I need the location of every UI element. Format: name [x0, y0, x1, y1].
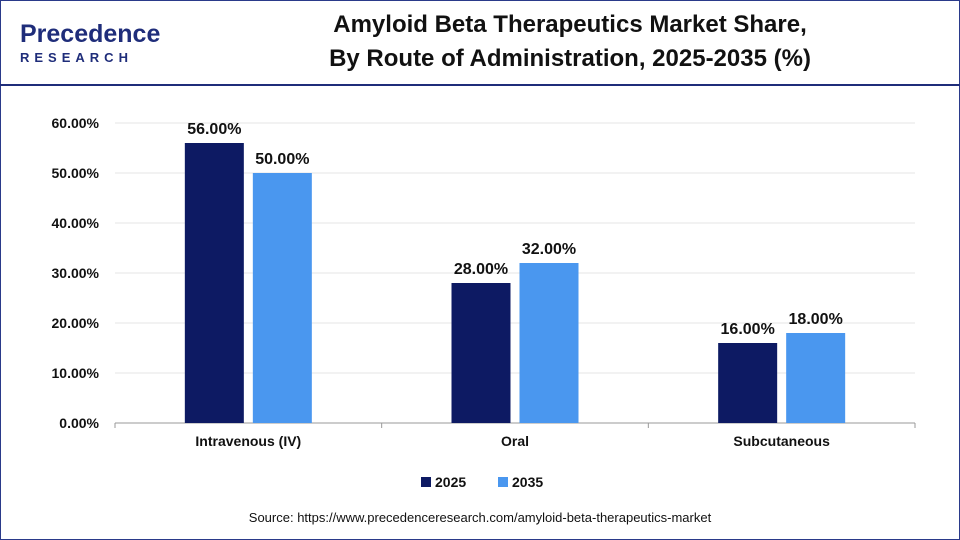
legend-label: 2035	[512, 474, 543, 490]
bar	[252, 173, 312, 423]
y-tick-label: 40.00%	[52, 215, 100, 231]
y-tick-label: 30.00%	[52, 265, 100, 281]
y-tick-label: 0.00%	[59, 415, 99, 431]
chart-title-line-2: By Route of Administration, 2025-2035 (%…	[329, 45, 811, 72]
data-label: 18.00%	[789, 311, 843, 328]
y-tick-label: 20.00%	[52, 315, 100, 331]
legend-label: 2025	[435, 474, 466, 490]
y-tick-label: 10.00%	[52, 365, 100, 381]
chart-title: Amyloid Beta Therapeutics Market Share, …	[250, 8, 890, 76]
bar	[786, 333, 846, 423]
data-label: 50.00%	[255, 151, 309, 168]
source-note: Source: https://www.precedenceresearch.c…	[248, 510, 712, 525]
header: Precedence RESEARCH Amyloid Beta Therape…	[0, 0, 960, 84]
data-label: 16.00%	[721, 321, 775, 338]
header-divider	[0, 84, 960, 86]
logo-wordmark: Precedence	[20, 20, 161, 48]
category-label: Subcutaneous	[733, 433, 830, 449]
bar	[519, 263, 579, 423]
bar	[184, 143, 244, 423]
category-label: Oral	[501, 433, 529, 449]
legend-swatch	[421, 477, 431, 487]
data-label: 32.00%	[522, 241, 576, 258]
bar	[451, 283, 511, 423]
category-label: Intravenous (IV)	[195, 433, 301, 449]
chart-title-line-1: Amyloid Beta Therapeutics Market Share,	[333, 11, 807, 38]
data-label: 56.00%	[187, 121, 241, 138]
logo-subtitle: RESEARCH	[20, 50, 133, 65]
bar	[718, 343, 778, 423]
data-label: 28.00%	[454, 261, 508, 278]
y-tick-label: 60.00%	[52, 115, 100, 131]
legend-swatch	[498, 477, 508, 487]
y-tick-label: 50.00%	[52, 165, 100, 181]
brand-logo: Precedence RESEARCH	[14, 14, 164, 65]
